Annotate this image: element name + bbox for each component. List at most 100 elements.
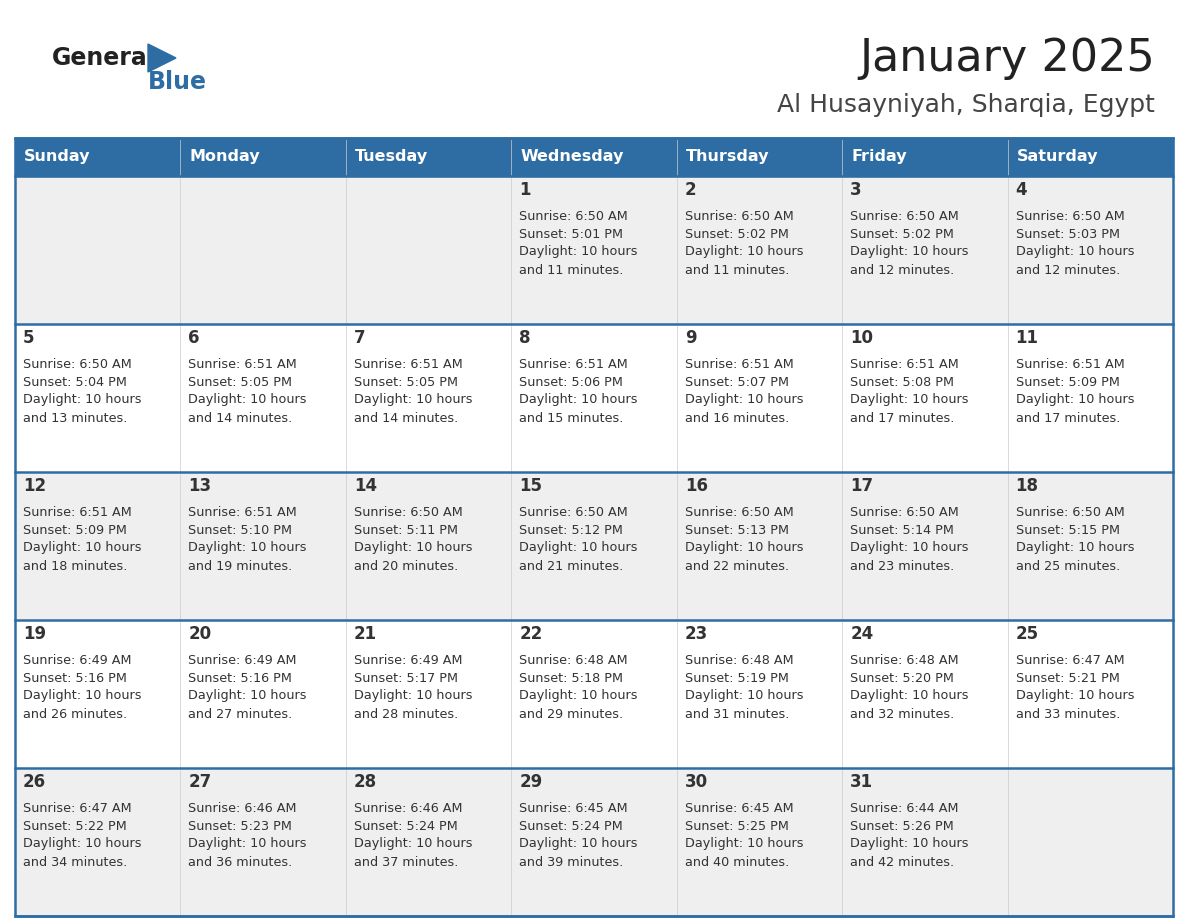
Text: Sunset: 5:08 PM: Sunset: 5:08 PM xyxy=(851,375,954,388)
Text: Saturday: Saturday xyxy=(1017,150,1098,164)
Text: Sunrise: 6:50 AM: Sunrise: 6:50 AM xyxy=(851,209,959,222)
Text: 14: 14 xyxy=(354,477,377,495)
Bar xyxy=(511,176,677,324)
Text: Daylight: 10 hours: Daylight: 10 hours xyxy=(851,245,968,259)
Bar xyxy=(1007,324,1173,472)
Text: 10: 10 xyxy=(851,329,873,347)
Text: 29: 29 xyxy=(519,773,543,791)
Text: Daylight: 10 hours: Daylight: 10 hours xyxy=(354,689,473,702)
Bar xyxy=(346,620,511,768)
Text: and 26 minutes.: and 26 minutes. xyxy=(23,708,127,721)
Text: Sunrise: 6:51 AM: Sunrise: 6:51 AM xyxy=(851,357,959,371)
Text: and 39 minutes.: and 39 minutes. xyxy=(519,856,624,868)
Text: Sunset: 5:01 PM: Sunset: 5:01 PM xyxy=(519,228,624,241)
Text: 13: 13 xyxy=(189,477,211,495)
Text: Sunset: 5:07 PM: Sunset: 5:07 PM xyxy=(684,375,789,388)
Text: and 18 minutes.: and 18 minutes. xyxy=(23,559,127,573)
Text: Sunrise: 6:50 AM: Sunrise: 6:50 AM xyxy=(684,506,794,519)
Text: and 34 minutes.: and 34 minutes. xyxy=(23,856,127,868)
Bar xyxy=(346,176,511,324)
Text: Sunset: 5:16 PM: Sunset: 5:16 PM xyxy=(189,671,292,685)
Text: Sunset: 5:25 PM: Sunset: 5:25 PM xyxy=(684,820,789,833)
Text: Sunrise: 6:51 AM: Sunrise: 6:51 AM xyxy=(1016,357,1124,371)
Text: 18: 18 xyxy=(1016,477,1038,495)
Text: and 25 minutes.: and 25 minutes. xyxy=(1016,559,1120,573)
Text: and 15 minutes.: and 15 minutes. xyxy=(519,411,624,424)
Text: and 27 minutes.: and 27 minutes. xyxy=(189,708,292,721)
Text: Daylight: 10 hours: Daylight: 10 hours xyxy=(519,837,638,850)
Bar xyxy=(677,472,842,620)
Bar xyxy=(181,620,346,768)
Text: Sunrise: 6:48 AM: Sunrise: 6:48 AM xyxy=(684,654,794,666)
Text: and 17 minutes.: and 17 minutes. xyxy=(851,411,954,424)
Text: and 37 minutes.: and 37 minutes. xyxy=(354,856,459,868)
Text: Sunrise: 6:45 AM: Sunrise: 6:45 AM xyxy=(684,801,794,814)
Text: Sunrise: 6:51 AM: Sunrise: 6:51 AM xyxy=(189,506,297,519)
Text: Daylight: 10 hours: Daylight: 10 hours xyxy=(519,245,638,259)
Text: Sunset: 5:15 PM: Sunset: 5:15 PM xyxy=(1016,523,1119,536)
Bar xyxy=(15,472,181,620)
Text: Daylight: 10 hours: Daylight: 10 hours xyxy=(1016,689,1135,702)
Text: Daylight: 10 hours: Daylight: 10 hours xyxy=(354,542,473,554)
Text: Daylight: 10 hours: Daylight: 10 hours xyxy=(1016,394,1135,407)
Bar xyxy=(15,620,181,768)
Text: 6: 6 xyxy=(189,329,200,347)
Text: Wednesday: Wednesday xyxy=(520,150,624,164)
Text: January 2025: January 2025 xyxy=(859,37,1155,80)
Text: Daylight: 10 hours: Daylight: 10 hours xyxy=(189,689,307,702)
Bar xyxy=(1007,620,1173,768)
Text: Sunrise: 6:44 AM: Sunrise: 6:44 AM xyxy=(851,801,959,814)
Text: Sunset: 5:22 PM: Sunset: 5:22 PM xyxy=(23,820,127,833)
Text: 4: 4 xyxy=(1016,181,1028,199)
Text: and 14 minutes.: and 14 minutes. xyxy=(354,411,459,424)
Text: 16: 16 xyxy=(684,477,708,495)
Text: Daylight: 10 hours: Daylight: 10 hours xyxy=(684,245,803,259)
Text: Monday: Monday xyxy=(189,150,260,164)
Text: Daylight: 10 hours: Daylight: 10 hours xyxy=(851,394,968,407)
Text: Daylight: 10 hours: Daylight: 10 hours xyxy=(684,689,803,702)
Text: 24: 24 xyxy=(851,625,873,643)
Text: Sunrise: 6:50 AM: Sunrise: 6:50 AM xyxy=(519,209,628,222)
Text: 1: 1 xyxy=(519,181,531,199)
Text: 15: 15 xyxy=(519,477,542,495)
Text: Sunrise: 6:50 AM: Sunrise: 6:50 AM xyxy=(851,506,959,519)
Text: Daylight: 10 hours: Daylight: 10 hours xyxy=(519,394,638,407)
Text: 31: 31 xyxy=(851,773,873,791)
Text: 2: 2 xyxy=(684,181,696,199)
Bar xyxy=(346,324,511,472)
Text: and 12 minutes.: and 12 minutes. xyxy=(1016,263,1120,276)
Text: 7: 7 xyxy=(354,329,366,347)
Text: 20: 20 xyxy=(189,625,211,643)
Text: Sunrise: 6:49 AM: Sunrise: 6:49 AM xyxy=(189,654,297,666)
Text: and 40 minutes.: and 40 minutes. xyxy=(684,856,789,868)
Text: 27: 27 xyxy=(189,773,211,791)
Text: Sunset: 5:02 PM: Sunset: 5:02 PM xyxy=(684,228,789,241)
Text: Sunset: 5:23 PM: Sunset: 5:23 PM xyxy=(189,820,292,833)
Text: 28: 28 xyxy=(354,773,377,791)
Text: Sunrise: 6:45 AM: Sunrise: 6:45 AM xyxy=(519,801,628,814)
Text: Daylight: 10 hours: Daylight: 10 hours xyxy=(1016,542,1135,554)
Text: Sunday: Sunday xyxy=(24,150,90,164)
Text: and 13 minutes.: and 13 minutes. xyxy=(23,411,127,424)
Text: Sunrise: 6:50 AM: Sunrise: 6:50 AM xyxy=(23,357,132,371)
Text: and 31 minutes.: and 31 minutes. xyxy=(684,708,789,721)
Text: General: General xyxy=(52,46,156,70)
Text: Sunrise: 6:51 AM: Sunrise: 6:51 AM xyxy=(519,357,628,371)
Text: Daylight: 10 hours: Daylight: 10 hours xyxy=(23,394,141,407)
Text: Sunset: 5:19 PM: Sunset: 5:19 PM xyxy=(684,671,789,685)
Text: Sunrise: 6:49 AM: Sunrise: 6:49 AM xyxy=(23,654,132,666)
Bar xyxy=(15,324,181,472)
Text: and 33 minutes.: and 33 minutes. xyxy=(1016,708,1120,721)
Text: Sunset: 5:10 PM: Sunset: 5:10 PM xyxy=(189,523,292,536)
Text: and 22 minutes.: and 22 minutes. xyxy=(684,559,789,573)
Text: Sunset: 5:24 PM: Sunset: 5:24 PM xyxy=(354,820,457,833)
Text: 9: 9 xyxy=(684,329,696,347)
Text: Sunrise: 6:50 AM: Sunrise: 6:50 AM xyxy=(684,209,794,222)
Text: and 16 minutes.: and 16 minutes. xyxy=(684,411,789,424)
Text: Sunset: 5:20 PM: Sunset: 5:20 PM xyxy=(851,671,954,685)
Text: Daylight: 10 hours: Daylight: 10 hours xyxy=(519,689,638,702)
Text: Sunrise: 6:46 AM: Sunrise: 6:46 AM xyxy=(354,801,462,814)
Text: Daylight: 10 hours: Daylight: 10 hours xyxy=(851,689,968,702)
Bar xyxy=(677,620,842,768)
Bar xyxy=(677,768,842,916)
